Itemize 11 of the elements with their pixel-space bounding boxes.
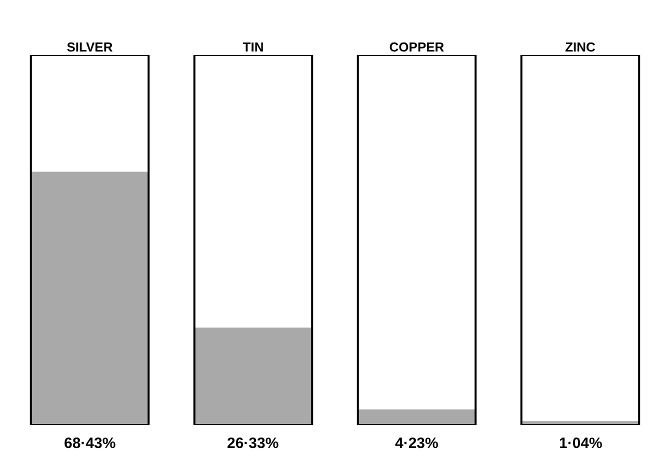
data-label: 1·04% bbox=[559, 435, 602, 452]
x-tick-label: SILVER bbox=[66, 39, 114, 54]
x-tick-label: ZINC bbox=[565, 39, 596, 54]
bar bbox=[194, 328, 312, 425]
x-tick-label: TIN bbox=[242, 39, 264, 54]
bar bbox=[30, 172, 149, 425]
data-label: 26·33% bbox=[227, 435, 279, 452]
data-label: 68·43% bbox=[64, 435, 116, 452]
bar bbox=[358, 409, 476, 425]
x-tick-label: COPPER bbox=[389, 39, 445, 54]
data-label: 4·23% bbox=[395, 435, 438, 452]
